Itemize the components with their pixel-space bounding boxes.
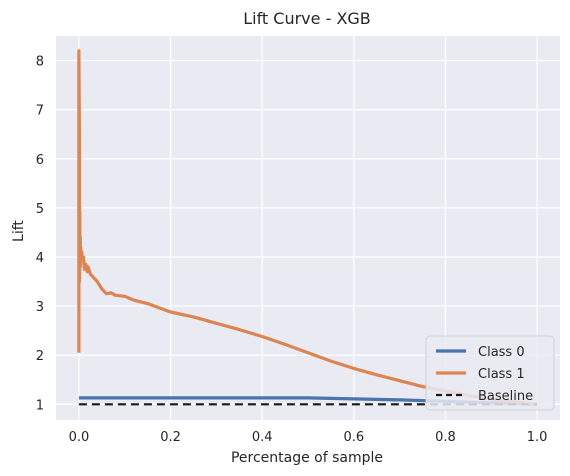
legend-label: Baseline (478, 389, 533, 404)
y-tick-label: 1 (36, 398, 44, 413)
legend-label: Class 0 (478, 345, 525, 360)
x-axis-label: Percentage of sample (231, 450, 383, 466)
x-tick-label: 0.4 (252, 430, 273, 445)
legend: Class 0 Class 1 Baseline (425, 335, 555, 411)
y-tick-label: 5 (36, 202, 44, 217)
y-axis-ticks: 1 2 3 4 5 6 7 8 (36, 55, 44, 414)
x-tick-label: 1.0 (527, 430, 548, 445)
chart-title: Lift Curve - XGB (243, 9, 371, 28)
series-line-class-1 (77, 49, 538, 406)
legend-box (425, 335, 555, 411)
y-axis-label: Lift (11, 220, 27, 242)
x-axis-ticks: 0.0 0.2 0.4 0.6 0.8 1.0 (69, 430, 548, 445)
x-tick-label: 0.0 (69, 430, 90, 445)
grid-lines (56, 36, 560, 420)
y-tick-label: 6 (36, 153, 44, 168)
x-tick-label: 0.8 (435, 430, 456, 445)
y-tick-label: 3 (36, 300, 44, 315)
x-tick-label: 0.2 (160, 430, 181, 445)
y-tick-label: 2 (36, 349, 44, 364)
y-tick-label: 8 (36, 55, 44, 70)
y-tick-label: 7 (36, 104, 44, 119)
legend-label: Class 1 (478, 367, 525, 382)
y-tick-label: 4 (36, 251, 44, 266)
x-tick-label: 0.6 (343, 430, 364, 445)
